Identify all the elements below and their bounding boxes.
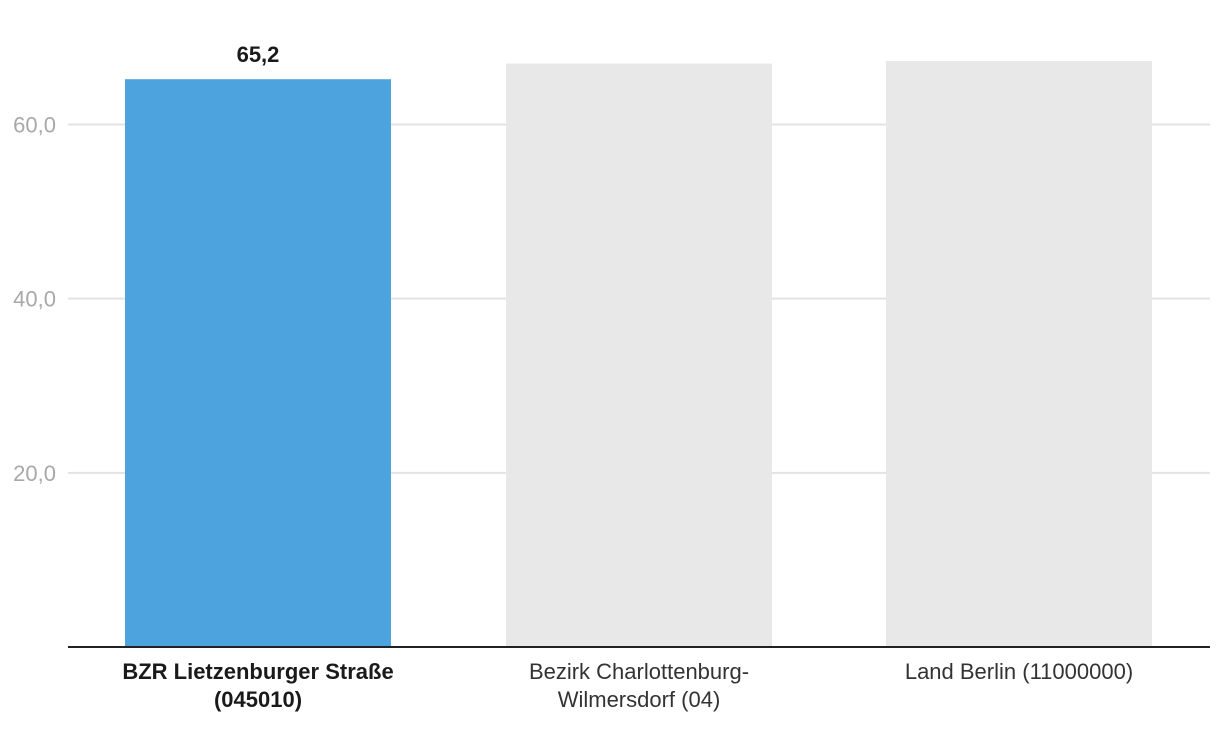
x-category-label-line: (045010) [213, 687, 303, 712]
bar-2[interactable] [506, 63, 772, 647]
data-labels: 65,2 [237, 42, 280, 67]
bars [125, 60, 1152, 648]
x-category-label-3: Land Berlin (11000000) [859, 658, 1179, 686]
y-tick-label: 40,0 [13, 287, 56, 312]
data-label-1: 65,2 [237, 42, 280, 67]
y-axis-ticks: 20,0 40,0 60,0 [13, 113, 56, 486]
y-tick-label: 60,0 [13, 113, 56, 138]
x-category-label-line: Land Berlin (11000000) [904, 659, 1134, 684]
bar-3[interactable] [886, 60, 1152, 648]
x-category-label-2: Bezirk Charlottenburg- Wilmersdorf (04) [479, 658, 799, 714]
x-category-label-line: BZR Lietzenburger Straße [122, 659, 394, 684]
bar-1[interactable] [125, 79, 391, 647]
x-category-label-line: Wilmersdorf (04) [557, 687, 721, 712]
x-category-label-1: BZR Lietzenburger Straße (045010) [98, 658, 418, 714]
x-category-label-line: Bezirk Charlottenburg- [528, 659, 750, 684]
y-tick-label: 20,0 [13, 461, 56, 486]
